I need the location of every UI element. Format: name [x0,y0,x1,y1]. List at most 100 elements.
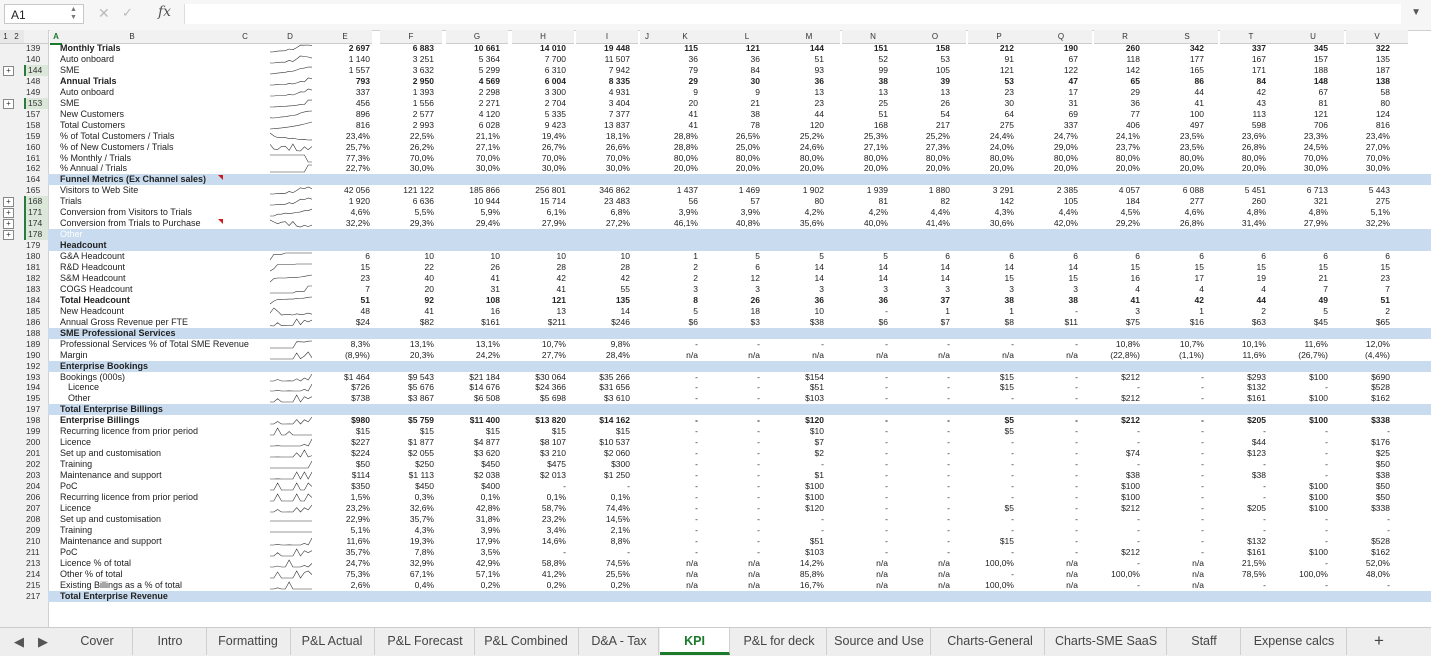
cell-value[interactable]: 21,5% [1241,557,1266,568]
cell-value[interactable]: $38 [809,316,824,327]
cell-value[interactable]: 3 [945,283,950,294]
cell-value[interactable]: 4,8% [1246,207,1266,218]
cell-value[interactable]: 5 335 [544,108,566,119]
cell-value[interactable]: 53 [1004,75,1014,86]
cell-value[interactable]: $5 [1004,502,1014,513]
row-label[interactable]: Total Customers [60,119,126,130]
cell-value[interactable]: - [695,481,698,491]
cell-value[interactable]: $2 013 [540,470,566,481]
cell-value[interactable]: 3 [1009,283,1014,294]
cell-value[interactable]: 26,8% [1241,141,1266,152]
cell-value[interactable]: - [1201,481,1204,491]
row-number[interactable]: 201 [26,448,41,459]
cell-value[interactable]: $24 366 [535,382,566,393]
cell-value[interactable]: $120 [805,502,824,513]
cell-value[interactable]: 184 [1125,196,1140,207]
row-number[interactable]: 162 [26,163,41,174]
cell-value[interactable]: 113 [1252,108,1266,119]
cell-value[interactable]: n/a [938,557,950,568]
cell-value[interactable]: 151 [873,43,888,53]
cell-value[interactable]: 5,1% [350,524,370,535]
name-box-spinner-icon[interactable]: ▲ ▼ [70,6,77,21]
cell-value[interactable]: 5 [755,251,760,262]
row-number[interactable]: 180 [26,251,41,262]
cell-value[interactable]: 0,2% [610,579,630,590]
cell-value[interactable]: - [1137,579,1140,590]
cell-value[interactable]: 1 469 [738,185,760,196]
cell-value[interactable]: 0,2% [480,579,500,590]
cell-value[interactable]: 10 661 [474,43,500,53]
cell-value[interactable]: $450 [415,481,434,491]
cell-value[interactable]: - [1075,459,1078,470]
cell-value[interactable]: 44 [814,108,824,119]
row-number[interactable]: 209 [26,524,41,535]
cell-value[interactable]: 5 443 [1368,185,1390,196]
tab-p-l-actual[interactable]: P&L Actual [290,628,375,655]
cell-value[interactable]: 14 [878,262,888,272]
cell-value[interactable]: 10,1% [1241,338,1266,349]
cell-value[interactable]: 21 [750,97,760,108]
cell-value[interactable]: 4,2% [868,207,888,218]
cell-value[interactable]: 3,5% [480,546,500,557]
cell-value[interactable]: 6 [945,251,950,262]
row-number[interactable]: 203 [26,470,41,481]
cell-value[interactable]: (26,7%) [1298,349,1328,360]
cell-value[interactable]: 2,1% [610,524,630,535]
column-header-m[interactable]: M [778,30,840,44]
cell-value[interactable]: 212 [999,43,1014,53]
cell-value[interactable]: 74,5% [605,557,630,568]
cell-value[interactable]: $227 [351,437,370,448]
row-number[interactable]: 213 [26,557,41,568]
cell-value[interactable]: 80,0% [1241,152,1266,163]
cell-value[interactable]: 6 [1385,251,1390,262]
cell-value[interactable]: $300 [611,459,630,470]
formula-input[interactable] [184,4,1401,24]
cell-value[interactable]: $212 [1121,502,1140,513]
cell-value[interactable]: - [1263,491,1266,502]
cell-value[interactable]: 23,3% [1303,130,1328,141]
cell-value[interactable]: 5 451 [1244,185,1266,196]
cell-value[interactable]: 23 483 [604,196,630,207]
cell-value[interactable]: $15 [999,382,1014,393]
cell-value[interactable]: 158 [935,43,950,53]
cell-value[interactable]: 121 [551,294,566,305]
cell-value[interactable]: $50 [355,459,370,470]
cell-value[interactable]: 42 056 [344,185,370,196]
cell-value[interactable]: $4 877 [474,437,500,448]
cell-value[interactable]: 67,1% [409,568,434,579]
cell-value[interactable]: 27,0% [1365,141,1390,152]
cell-value[interactable]: 20,0% [799,163,824,174]
cell-value[interactable]: 1 437 [676,185,698,196]
cell-value[interactable]: 23,5% [1179,130,1204,141]
cell-value[interactable]: 142 [1125,64,1140,75]
cell-value[interactable]: 41 [490,272,500,283]
cell-value[interactable]: 23,4% [345,130,370,141]
cell-value[interactable]: n/a [938,568,950,579]
row-number[interactable]: 181 [26,262,41,272]
cell-value[interactable]: $224 [351,448,370,459]
row-label[interactable]: SME [60,97,80,108]
cell-value[interactable]: 77 [1130,108,1140,119]
cell-value[interactable]: 135 [615,294,630,305]
cell-value[interactable]: $5 [1004,415,1014,426]
cell-value[interactable]: - [1011,338,1014,349]
expand-group-icon[interactable]: + [3,98,14,109]
cell-value[interactable]: 42 [1194,294,1204,305]
cell-value[interactable]: 67 [1318,86,1328,97]
column-header-a[interactable]: A [50,30,62,45]
cell-value[interactable]: 28 [620,262,630,272]
cell-value[interactable]: $6 508 [474,393,500,404]
tab-intro[interactable]: Intro [134,628,207,655]
cell-value[interactable]: 497 [1189,119,1204,130]
cell-value[interactable]: n/a [1066,557,1078,568]
cell-value[interactable]: - [885,305,888,316]
cell-value[interactable]: (4,4%) [1364,349,1390,360]
cell-value[interactable]: - [757,459,760,470]
cell-value[interactable]: 15 714 [540,196,566,207]
cell-value[interactable]: - [1201,470,1204,481]
cell-value[interactable]: - [1387,426,1390,437]
cell-value[interactable]: - [757,393,760,404]
cell-value[interactable]: 168 [873,119,888,130]
cell-value[interactable]: 70,0% [1303,152,1328,163]
cell-value[interactable]: - [1325,437,1328,448]
